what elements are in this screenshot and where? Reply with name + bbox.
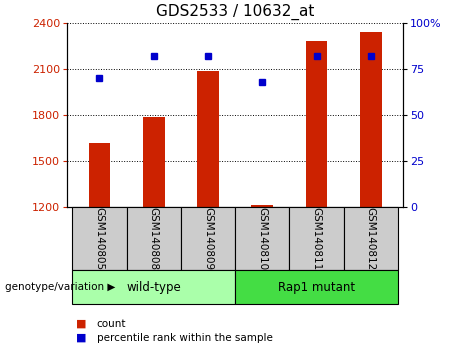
Bar	[360, 32, 382, 207]
Bar	[290, 207, 343, 270]
Bar	[89, 143, 110, 207]
Bar	[197, 70, 219, 207]
Bar	[306, 41, 327, 207]
Bar	[127, 207, 181, 270]
Bar	[143, 116, 165, 207]
Text: wild-type: wild-type	[126, 281, 181, 294]
Bar	[72, 207, 127, 270]
Text: Rap1 mutant: Rap1 mutant	[278, 281, 355, 294]
Bar	[251, 205, 273, 207]
Bar	[235, 270, 398, 304]
Text: GSM140808: GSM140808	[149, 207, 159, 270]
Text: ■: ■	[76, 333, 87, 343]
Text: GSM140809: GSM140809	[203, 207, 213, 270]
Text: GSM140810: GSM140810	[257, 207, 267, 270]
Text: GSM140811: GSM140811	[312, 207, 321, 270]
Text: genotype/variation ▶: genotype/variation ▶	[5, 282, 115, 292]
Title: GDS2533 / 10632_at: GDS2533 / 10632_at	[156, 4, 314, 20]
Text: ■: ■	[76, 319, 87, 329]
Text: percentile rank within the sample: percentile rank within the sample	[97, 333, 273, 343]
Text: count: count	[97, 319, 126, 329]
Bar	[343, 207, 398, 270]
Bar	[235, 207, 290, 270]
Text: GSM140805: GSM140805	[95, 207, 104, 270]
Bar	[72, 270, 235, 304]
Text: GSM140812: GSM140812	[366, 207, 376, 270]
Bar	[181, 207, 235, 270]
